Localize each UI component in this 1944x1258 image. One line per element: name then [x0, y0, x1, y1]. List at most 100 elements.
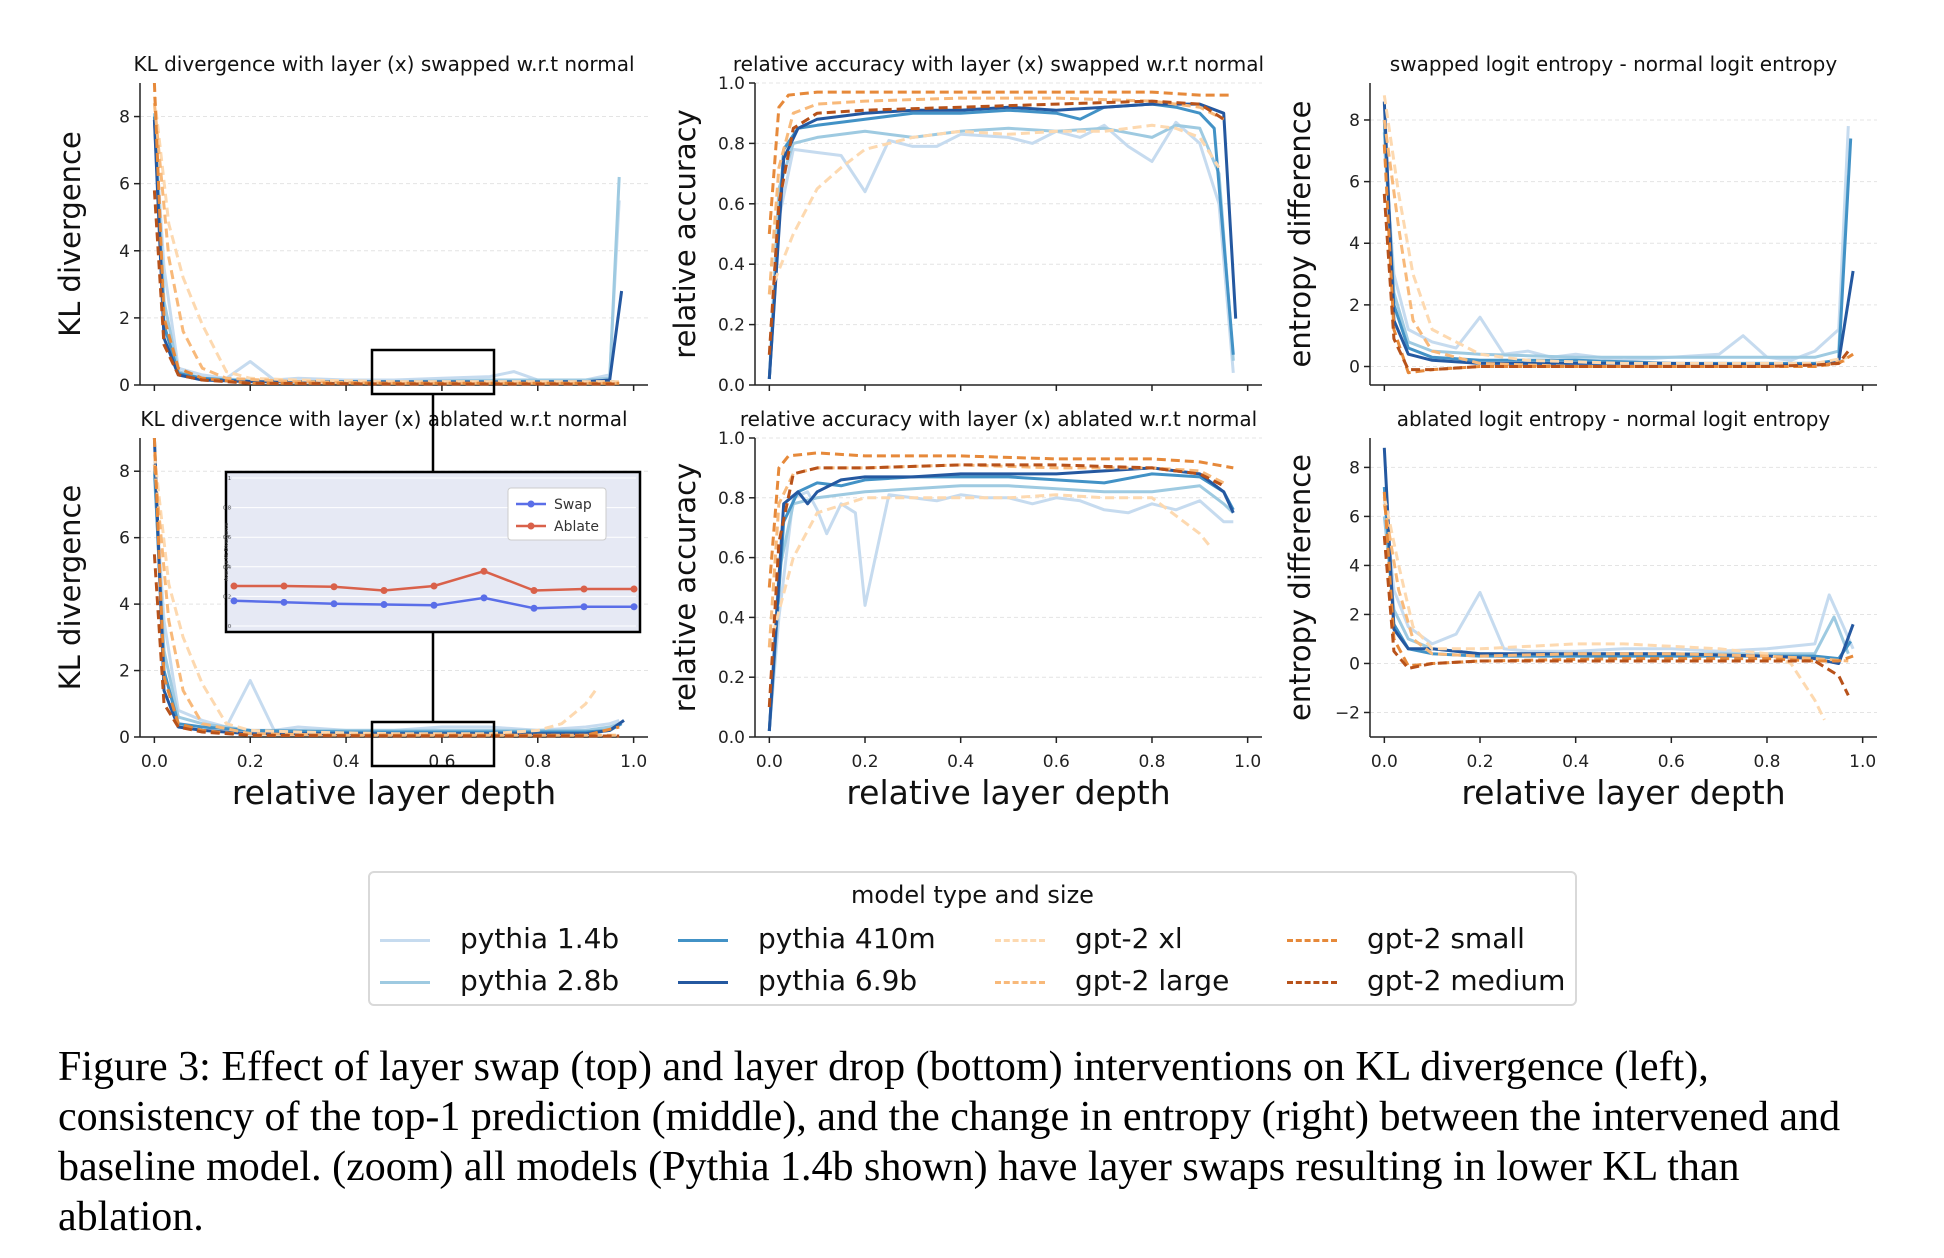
series-line-pythia-2-8b: [767, 123, 1235, 380]
x-tick-label: 0.4: [947, 752, 974, 772]
y-axis-label: KL divergence: [53, 485, 87, 691]
y-axis-label: relative accuracy: [668, 463, 702, 712]
series-line-pythia-1-4b: [767, 490, 1234, 732]
panel-kl_ablate: 0 2 4 6 8 0.0 0.2 0.4 0.6 0.8 1.0 KL divergence wit…: [53, 407, 648, 812]
series-line-gpt-2-large: [767, 96, 1225, 295]
y-tick-label: −2: [1335, 703, 1360, 723]
x-axis-label: relative layer depth: [1461, 773, 1785, 812]
inset-legend-label: Swap: [554, 497, 592, 513]
series-line-pythia-6-9b: [767, 102, 1238, 380]
x-tick-label: 0.2: [237, 752, 264, 772]
series-line-gpt-2-small: [152, 82, 620, 385]
series-line-pythia-1-4b: [1382, 496, 1855, 653]
series-line-gpt-2-xl: [767, 123, 1221, 295]
inset-legend-marker: [527, 522, 535, 530]
series-line-pythia-410m: [767, 472, 1235, 732]
panel-acc_ablate: 0.00.20.40.60.81.00.0 0.2 0.4 0.6 0.8 1.0rela…: [668, 407, 1262, 812]
y-tick-label: 2: [119, 662, 130, 682]
inset-y-tick-label: 0.6: [223, 535, 231, 541]
panel-ent_swap: 0 2 4 6 8 swapped logit entropy - normal logi…: [1283, 52, 1877, 391]
series-line-gpt-2-medium: [152, 554, 620, 738]
y-tick-label: 1.0: [718, 74, 745, 94]
series-line-pythia-410m: [1382, 486, 1852, 661]
series-line-gpt-2-xl: [1382, 95, 1849, 365]
series-line-gpt-2-xl: [767, 493, 1211, 648]
legend-swatch: [995, 939, 1045, 942]
inset-legend-label: Ablate: [554, 519, 599, 535]
y-axis-label: KL divergence: [53, 131, 87, 337]
series-line-pythia-410m: [152, 116, 615, 384]
panel-title: KL divergence with layer (x) ablated w.r…: [140, 407, 627, 431]
y-axis-label: entropy difference: [1283, 101, 1317, 368]
y-tick-label: 0.2: [718, 668, 745, 688]
series-line-gpt-2-medium: [152, 190, 620, 386]
y-tick-label: 0.2: [718, 316, 745, 336]
x-tick-label: 0.0: [1371, 752, 1398, 772]
y-tick-label: 0.4: [718, 608, 745, 628]
y-tick-label: 6: [119, 529, 130, 549]
inset-point-swap: [280, 598, 288, 606]
y-tick-label: 6: [119, 175, 130, 195]
x-axis-label: relative layer depth: [232, 773, 556, 812]
inset-point-swap: [630, 603, 638, 611]
y-tick-label: 0.8: [718, 134, 745, 154]
inset-point-swap: [430, 601, 438, 609]
x-axis-label: relative layer depth: [846, 773, 1170, 812]
y-tick-label: 0.8: [718, 489, 745, 509]
inset-y-tick-label: 0.4: [223, 565, 231, 571]
y-axis-label: relative accuracy: [668, 109, 702, 358]
panel-title: swapped logit entropy - normal logit ent…: [1390, 52, 1838, 76]
legend-swatch: [678, 981, 728, 984]
y-tick-label: 4: [119, 242, 130, 262]
x-tick-label: 1.0: [1849, 752, 1876, 772]
inset-point-swap: [230, 597, 238, 605]
y-tick-label: 2: [119, 309, 130, 329]
series-line-gpt-2-large: [1382, 119, 1849, 368]
inset-y-tick-label: 0.2: [223, 594, 231, 600]
panel-title: KL divergence with layer (x) swapped w.r…: [133, 52, 634, 76]
inset-y-tick-label: 1: [228, 476, 231, 482]
series-line-pythia-6-9b: [1382, 101, 1855, 367]
series-line-pythia-2-8b: [1382, 516, 1850, 656]
series-line-gpt-2-large: [1382, 503, 1849, 663]
series-line-pythia-1-4b: [152, 477, 620, 732]
inset-point-ablate: [330, 583, 338, 591]
y-tick-label: 6: [1349, 507, 1360, 527]
inset-y-axis-label: Average KL Divergence: [224, 523, 230, 581]
inset-point-ablate: [280, 582, 288, 590]
legend-swatch: [995, 981, 1045, 984]
legend-swatch: [380, 939, 430, 942]
y-tick-label: 0: [1349, 654, 1360, 674]
series-line-gpt-2-xl: [1382, 496, 1826, 721]
legend-label: pythia 2.8b: [460, 964, 620, 997]
legend-label: pythia 410m: [758, 922, 936, 955]
y-tick-label: 8: [1349, 111, 1360, 131]
zoom-inset: 0 0.2 0.4 0.6 0.8 1 Average KL Divergence Swap A…: [223, 470, 642, 634]
y-tick-label: 0.6: [718, 549, 745, 569]
x-tick-label: 1.0: [620, 752, 647, 772]
series-line-gpt-2-medium: [767, 463, 1225, 708]
series-line-pythia-6-9b: [1382, 447, 1855, 665]
series-line-pythia-1-4b: [767, 120, 1235, 380]
y-tick-label: 0.6: [718, 195, 745, 215]
figure-canvas: 0 2 4 6 8 KL divergence with layer (x) swappe…: [53, 52, 1877, 812]
inset-point-ablate: [430, 582, 438, 590]
panel-title: relative accuracy with layer (x) swapped…: [733, 52, 1264, 76]
zoom-connectors: [370, 348, 496, 768]
panel-title: relative accuracy with layer (x) ablated…: [740, 407, 1257, 431]
inset-y-tick-label: 0.8: [223, 506, 231, 512]
inset-point-ablate: [480, 567, 488, 575]
inset-point-ablate: [380, 586, 388, 594]
x-tick-label: 0.4: [333, 752, 360, 772]
y-tick-label: 2: [1349, 605, 1360, 625]
series-line-gpt-2-small: [1382, 144, 1854, 375]
legend-label: gpt-2 small: [1367, 922, 1525, 955]
inset-point-swap: [530, 604, 538, 612]
series-line-gpt-2-xl: [152, 454, 597, 736]
y-axis-label: entropy difference: [1283, 454, 1317, 721]
inset-point-ablate: [580, 585, 588, 593]
panel-ent_ablate: −2 0 2 4 6 8 0.0 0.2 0.4 0.6 0.8 1.0 ablated logit e…: [1283, 407, 1877, 812]
panel-title: ablated logit entropy - normal logit ent…: [1397, 407, 1831, 431]
y-tick-label: 0: [119, 728, 130, 748]
series-line-gpt-2-medium: [767, 99, 1225, 355]
